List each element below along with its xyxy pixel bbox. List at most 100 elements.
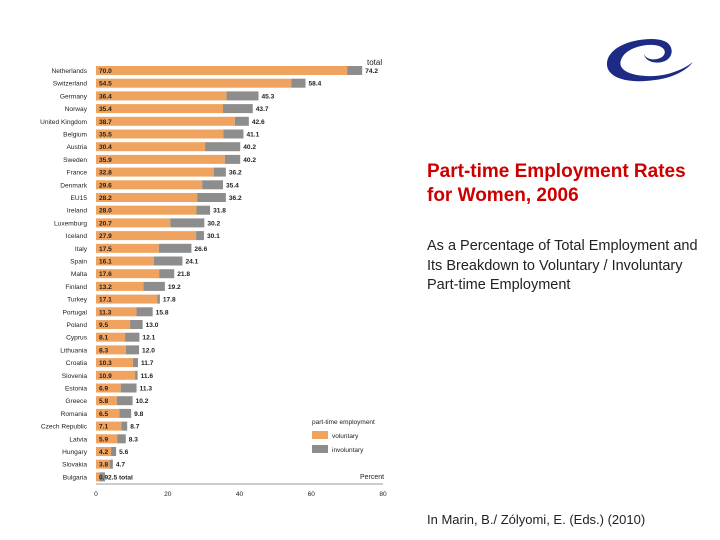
total-value-label-23: 11.7: [141, 360, 154, 367]
voluntary-value-label-17: 13.2: [99, 284, 112, 291]
category-label-5: Belgium: [63, 132, 87, 139]
bar-involuntary-8: [213, 167, 226, 177]
voluntary-value-label-19: 11.3: [99, 309, 112, 316]
bar-voluntary-6: [96, 142, 206, 152]
bar-voluntary-16: [96, 269, 160, 279]
total-value-label-32: 2.5 total: [108, 474, 133, 481]
voluntary-value-label-11: 28.0: [99, 208, 112, 215]
total-value-label-22: 12.0: [142, 347, 155, 354]
voluntary-value-label-24: 10.9: [99, 373, 112, 380]
x-axis-label: Percent: [360, 474, 384, 481]
bar-involuntary-24: [135, 370, 138, 380]
total-value-label-29: 8.3: [129, 436, 138, 443]
legend: part-time employment voluntary involunta…: [312, 419, 375, 454]
voluntary-value-label-2: 36.4: [99, 93, 112, 100]
bar-involuntary-15: [153, 256, 183, 266]
category-label-3: Norway: [65, 106, 88, 113]
voluntary-value-label-21: 8.1: [99, 335, 108, 342]
voluntary-value-label-18: 17.1: [99, 297, 112, 304]
voluntary-value-label-7: 35.9: [99, 157, 112, 164]
bar-involuntary-14: [158, 243, 192, 253]
bar-involuntary-1: [291, 78, 306, 88]
total-value-label-26: 10.2: [136, 398, 149, 405]
category-label-8: France: [66, 170, 87, 177]
legend-swatch-voluntary: [312, 431, 328, 439]
bar-involuntary-20: [130, 320, 143, 329]
voluntary-value-label-26: 5.8: [99, 398, 108, 405]
voluntary-value-label-0: 70.0: [99, 68, 112, 75]
voluntary-value-label-27: 6.5: [99, 411, 108, 418]
total-value-label-10: 36.2: [229, 195, 242, 202]
bar-involuntary-3: [222, 104, 253, 114]
category-label-15: Spain: [70, 259, 87, 266]
total-value-label-31: 4.7: [116, 462, 125, 469]
value-labels: 70.0 54.5 36.4 35.4 38.7 35.5 30.4 35.9 32.8 29.6…: [99, 68, 112, 481]
bar-involuntary-12: [170, 218, 205, 228]
category-label-19: Portugal: [62, 309, 87, 316]
voluntary-value-label-10: 28.2: [99, 195, 112, 202]
category-label-21: Cyprus: [66, 335, 88, 342]
category-label-4: United Kingdom: [40, 119, 87, 126]
stacked-bar-chart: Netherlands Switzerland Germany Norway Unite…: [40, 58, 387, 498]
total-value-label-28: 8.7: [130, 424, 139, 431]
bar-voluntary-31: [96, 459, 110, 469]
voluntary-value-label-20: 9.5: [99, 322, 108, 329]
voluntary-value-label-12: 20.7: [99, 220, 112, 227]
total-value-label-12: 30.2: [207, 220, 220, 227]
bar-voluntary-1: [96, 78, 292, 88]
category-label-13: Iceland: [66, 233, 88, 240]
bar-involuntary-23: [132, 358, 138, 368]
bar-voluntary-20: [96, 320, 131, 329]
bar-voluntary-2: [96, 91, 227, 101]
voluntary-value-label-30: 4.2: [99, 449, 108, 456]
bar-voluntary-11: [96, 205, 197, 215]
bar-voluntary-22: [96, 345, 126, 355]
voluntary-value-label-32: 0.9: [99, 474, 108, 481]
bar-voluntary-28: [96, 421, 122, 431]
voluntary-value-label-4: 38.7: [99, 119, 112, 126]
x-tick-label-0: 0: [94, 491, 98, 498]
x-axis-ticks: 0 20 40 60 80: [94, 491, 387, 498]
category-label-27: Romania: [61, 411, 88, 418]
total-value-label-1: 58.4: [309, 81, 322, 88]
bar-involuntary-30: [111, 447, 117, 456]
total-value-label-7: 40.2: [243, 157, 256, 164]
total-value-label-27: 9.8: [134, 411, 143, 418]
voluntary-value-label-6: 30.4: [99, 144, 112, 151]
bar-involuntary-32: [99, 472, 105, 482]
category-label-11: Ireland: [67, 208, 87, 215]
bar-voluntary-8: [96, 167, 214, 177]
bar-voluntary-32: [96, 472, 100, 482]
category-label-31: Slovakia: [62, 462, 87, 469]
category-label-0: Netherlands: [51, 68, 87, 75]
total-value-label-13: 30.1: [207, 233, 220, 240]
voluntary-value-label-25: 6.9: [99, 386, 108, 393]
bar-voluntary-23: [96, 358, 133, 368]
voluntary-value-label-5: 35.5: [99, 132, 112, 139]
legend-swatch-involuntary: [312, 445, 328, 453]
category-label-10: EU15: [71, 195, 88, 202]
voluntary-value-label-28: 7.1: [99, 424, 108, 431]
bar-involuntary-26: [116, 396, 133, 406]
bar-voluntary-10: [96, 193, 198, 202]
legend-title: part-time employment: [312, 419, 375, 426]
category-label-20: Poland: [66, 322, 87, 329]
slide-title: Part-time Employment Rates for Women, 20…: [427, 161, 686, 206]
bar-involuntary-5: [223, 129, 244, 139]
category-label-2: Germany: [60, 93, 88, 100]
bar-voluntary-15: [96, 256, 154, 266]
total-value-label-15: 24.1: [185, 259, 198, 266]
total-value-label-16: 21.8: [177, 271, 190, 278]
bar-voluntary-3: [96, 104, 223, 114]
total-value-label-14: 26.6: [194, 246, 207, 253]
total-value-label-11: 31.8: [213, 208, 226, 215]
total-value-label-30: 5.6: [119, 449, 128, 456]
bar-involuntary-18: [157, 294, 160, 304]
category-label-9: Denmark: [60, 182, 87, 189]
x-tick-label-2: 40: [236, 491, 244, 498]
category-labels: Netherlands Switzerland Germany Norway Unite…: [40, 68, 88, 481]
bar-involuntary-31: [109, 459, 113, 469]
bar-voluntary-24: [96, 370, 136, 380]
voluntary-value-label-3: 35.4: [99, 106, 112, 113]
bar-voluntary-27: [96, 408, 120, 418]
